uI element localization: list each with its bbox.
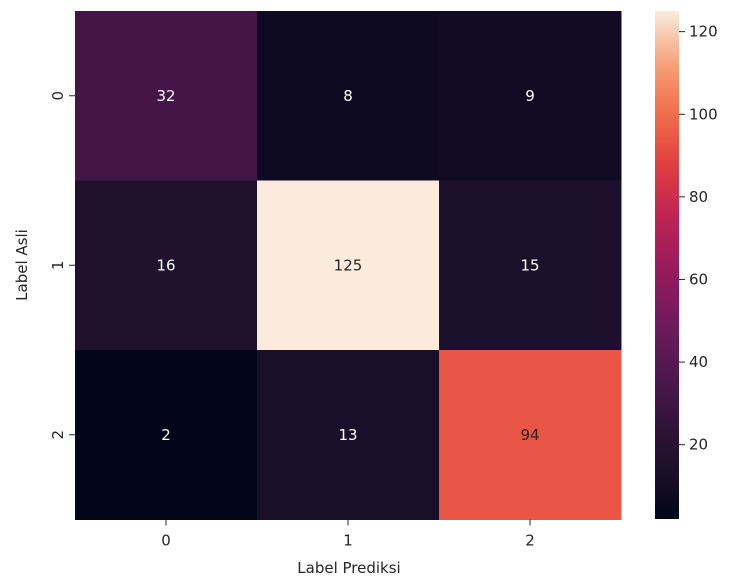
y-axis-ticks: 0 1 2 <box>49 91 75 440</box>
heatmap-cell-labels: 32 8 9 16 125 15 2 13 94 <box>156 87 539 444</box>
colorbar-tick-label: 80 <box>689 188 708 206</box>
x-tick-label: 0 <box>161 532 171 550</box>
cell-value-label: 15 <box>520 256 539 274</box>
cell-value-label: 32 <box>156 87 175 105</box>
colorbar-tick-label: 60 <box>689 270 708 288</box>
heatmap-cell <box>75 11 258 181</box>
colorbar-tick-label: 120 <box>689 23 718 41</box>
y-tick-label: 0 <box>49 91 67 101</box>
heatmap-cell <box>257 180 440 351</box>
cell-value-label: 16 <box>156 256 175 274</box>
cell-value-label: 2 <box>161 426 171 444</box>
cell-value-label: 125 <box>334 256 363 274</box>
colorbar-tick-label: 20 <box>689 436 708 454</box>
cell-value-label: 8 <box>343 87 353 105</box>
x-axis-label: Label Prediksi <box>297 559 400 577</box>
colorbar: 20 40 60 80 100 120 <box>655 11 718 519</box>
cell-value-label: 13 <box>338 426 357 444</box>
colorbar-gradient <box>655 11 679 519</box>
heatmap-cell <box>75 350 258 520</box>
heatmap-cells <box>75 11 622 520</box>
y-tick-label: 2 <box>49 430 67 440</box>
y-tick-label: 1 <box>49 260 67 270</box>
y-axis-label: Label Asli <box>13 229 31 301</box>
heatmap-cell <box>439 350 622 520</box>
colorbar-ticks: 20 40 60 80 100 120 <box>679 23 718 454</box>
heatmap-cell <box>439 180 622 351</box>
cell-value-label: 94 <box>520 426 539 444</box>
cell-value-label: 9 <box>525 87 535 105</box>
heatmap-cell <box>257 11 440 181</box>
x-axis-ticks: 0 1 2 <box>161 519 535 550</box>
heatmap-cell <box>439 11 622 181</box>
colorbar-tick-label: 100 <box>689 105 718 123</box>
x-tick-label: 1 <box>343 532 353 550</box>
heatmap-cell <box>75 180 258 351</box>
x-tick-label: 2 <box>525 532 535 550</box>
heatmap-cell <box>257 350 440 520</box>
colorbar-tick-label: 40 <box>689 353 708 371</box>
